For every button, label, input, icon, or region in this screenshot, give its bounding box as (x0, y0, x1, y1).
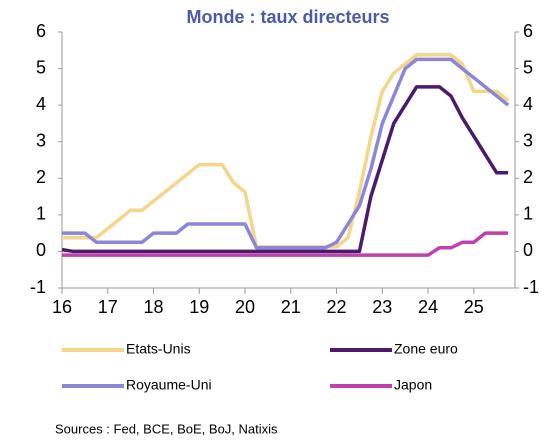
y2-tick-label: 3 (523, 130, 533, 150)
y-tick-label: 6 (36, 21, 46, 41)
series-line (62, 231, 509, 257)
y2-tick-label: 5 (523, 57, 533, 77)
x-tick-label: 25 (464, 297, 484, 317)
y-tick-label: 4 (36, 94, 46, 114)
x-tick-label: 17 (98, 297, 118, 317)
y2-tick-label: 6 (523, 21, 533, 41)
chart-title: Monde : taux directeurs (186, 7, 389, 27)
y2-tick-label: 1 (523, 204, 533, 224)
legend-label: Zone euro (394, 341, 458, 357)
y-tick-label: 0 (36, 240, 46, 260)
y2-tick-label: 0 (523, 240, 533, 260)
y-tick-label: 1 (36, 204, 46, 224)
y2-tick-label: 2 (523, 167, 533, 187)
series-line (61, 85, 509, 254)
x-tick-label: 19 (189, 297, 209, 317)
x-tick-label: 23 (372, 297, 392, 317)
source: Sources : Fed, BCE, BoE, BoJ, Natixis (55, 421, 278, 436)
y-tick-label: -1 (30, 277, 46, 297)
x-tick-label: 20 (235, 297, 255, 317)
x-tick-label: 21 (281, 297, 301, 317)
y-tick-label: 5 (36, 57, 46, 77)
series-line (62, 57, 510, 250)
series-line (62, 53, 510, 249)
y2-tick-label: 4 (523, 94, 533, 114)
legend-label: Royaume-Uni (126, 377, 212, 393)
legend-label: Etats-Unis (126, 341, 191, 357)
x-tick-label: 24 (418, 297, 438, 317)
x-tick-label: 16 (52, 297, 72, 317)
legend-label: Japon (394, 377, 432, 393)
x-tick-label: 18 (143, 297, 163, 317)
y2-tick-label: -1 (523, 277, 539, 297)
y-tick-label: 2 (36, 167, 46, 187)
x-tick-label: 22 (327, 297, 347, 317)
y-tick-label: 3 (36, 130, 46, 150)
